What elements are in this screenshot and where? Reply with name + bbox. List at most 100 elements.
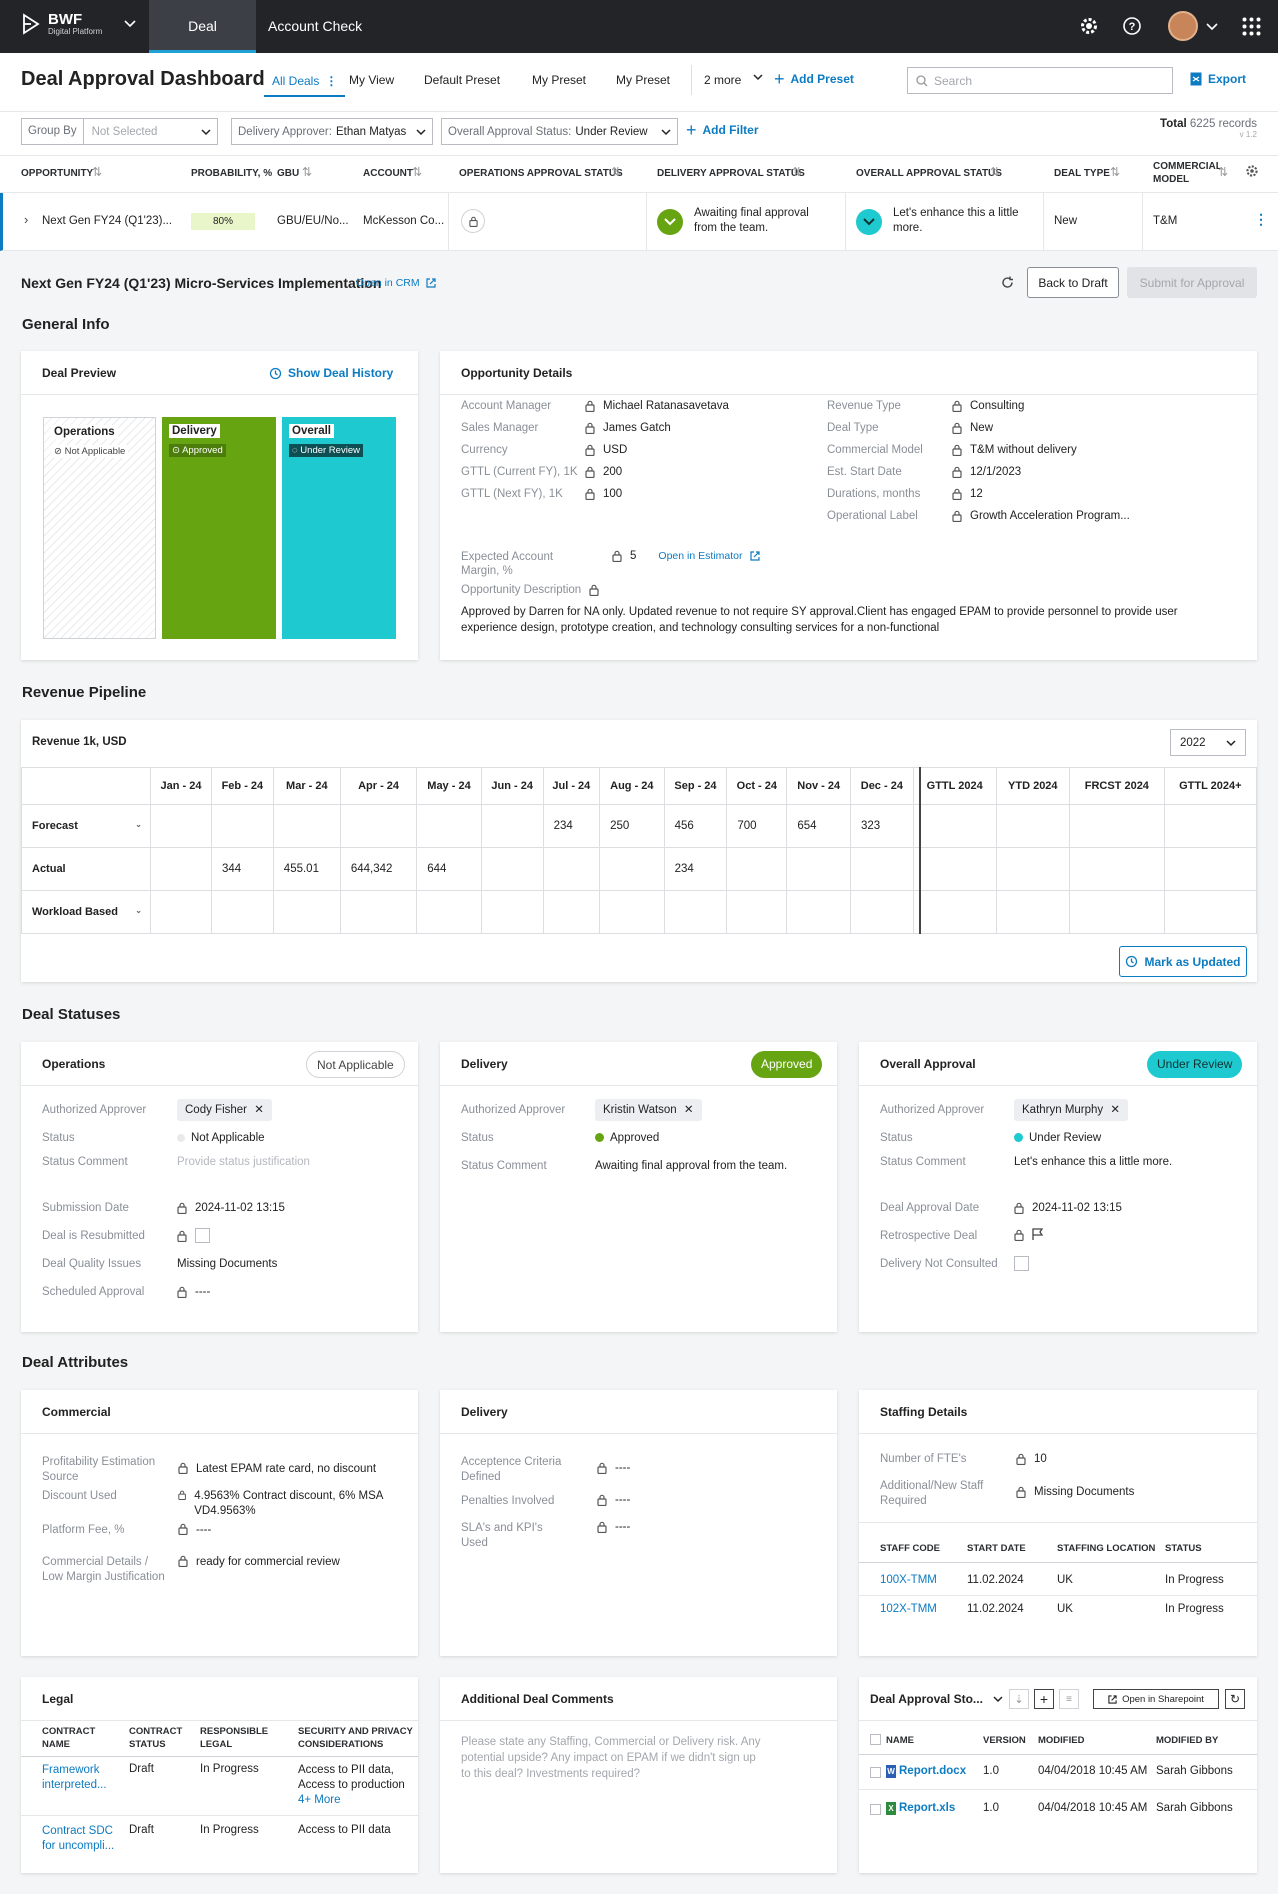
revenue-cell[interactable] [480, 890, 544, 934]
approver-chip[interactable]: Cody Fisher ✕ [177, 1099, 272, 1121]
revenue-cell[interactable] [912, 804, 997, 848]
file-name-link[interactable]: Report.docx [899, 1765, 967, 1777]
revenue-cell[interactable] [1068, 847, 1165, 891]
revenue-cell[interactable] [480, 804, 544, 848]
remove-x-icon[interactable]: ✕ [254, 1104, 264, 1116]
revenue-cell[interactable] [150, 847, 212, 891]
revenue-cell[interactable] [150, 804, 212, 848]
remove-x-icon[interactable]: ✕ [1110, 1104, 1121, 1116]
revenue-cell[interactable] [416, 804, 482, 848]
revenue-cell[interactable]: 250 [599, 804, 665, 848]
sort-icon[interactable]: ⇅ [412, 165, 423, 179]
chevron-down-icon[interactable]: ⌄ [135, 906, 142, 915]
approver-chip[interactable]: Kathryn Murphy ✕ [1014, 1099, 1129, 1121]
col-gbu[interactable]: GBU [277, 168, 300, 179]
revenue-cell[interactable] [786, 847, 851, 891]
delete-icon[interactable]: ≡ [1059, 1689, 1079, 1709]
row-opportunity[interactable]: Next Gen FY24 (Q1'23)... [42, 215, 173, 227]
avatar-chevron-down-icon[interactable] [1206, 23, 1218, 31]
show-deal-history-link[interactable]: Show Deal History [269, 366, 393, 380]
revenue-cell[interactable] [599, 847, 665, 891]
tab-default-preset[interactable]: Default Preset [424, 73, 501, 87]
revenue-cell[interactable] [726, 890, 788, 934]
col-operations-status[interactable]: OPERATIONS APPROVAL STATUS [459, 168, 623, 179]
tab-my-view[interactable]: My View [349, 73, 395, 87]
revenue-cell[interactable] [599, 890, 665, 934]
revenue-cell[interactable] [416, 890, 482, 934]
add-preset-button[interactable]: + Add Preset [774, 70, 854, 88]
storage-title[interactable]: Deal Approval Sto... [870, 1691, 983, 1706]
tab-all-deals[interactable]: All Deals ⋮ [264, 66, 346, 97]
user-avatar[interactable] [1168, 11, 1198, 41]
not-consulted-checkbox[interactable] [1014, 1256, 1029, 1271]
open-in-sharepoint-button[interactable]: Open in Sharepoint [1093, 1689, 1219, 1709]
revenue-cell[interactable]: 455.01 [272, 847, 341, 891]
chevron-down-icon[interactable] [993, 1695, 1003, 1703]
revenue-cell[interactable]: 456 [663, 804, 728, 848]
revenue-cell[interactable]: 234 [542, 804, 601, 848]
more-tabs-dropdown[interactable]: 2 more [704, 73, 763, 87]
revenue-cell[interactable] [995, 847, 1070, 891]
revenue-cell[interactable]: 654 [786, 804, 851, 848]
tab-deal-approval[interactable]: Deal Approval [149, 0, 256, 87]
revenue-cell[interactable]: 644 [416, 847, 482, 891]
status-comment[interactable]: Awaiting final approval from the team. [595, 1160, 788, 1172]
revenue-cell[interactable] [912, 890, 997, 934]
brand-logo[interactable]: BWF Digital Platform [22, 12, 136, 36]
revenue-cell[interactable]: 234 [663, 847, 728, 891]
delivery-approver-filter[interactable]: Delivery Approver: Ethan Matyas [231, 118, 433, 145]
col-probability[interactable]: PROBABILITY, % [191, 168, 273, 179]
overall-status-filter[interactable]: Overall Approval Status: Under Review [441, 118, 678, 145]
revenue-cell[interactable] [663, 890, 728, 934]
add-icon[interactable]: + [1034, 1689, 1054, 1709]
tab-account-check[interactable]: Account Check [268, 18, 363, 34]
expand-chevron-icon[interactable]: › [24, 212, 29, 227]
revenue-cell[interactable] [339, 804, 418, 848]
settings-gear-icon[interactable] [1077, 14, 1101, 38]
resubmitted-checkbox[interactable] [195, 1228, 210, 1243]
add-filter-button[interactable]: + Add Filter [686, 121, 759, 139]
col-commercial-model[interactable]: COMMERCIAL MODEL [1153, 161, 1222, 185]
revenue-cell[interactable]: 644,342 [339, 847, 418, 891]
refresh-icon[interactable]: ↻ [1225, 1689, 1245, 1709]
row-kebab-icon[interactable]: ⋮ [1254, 211, 1268, 227]
revenue-cell[interactable] [480, 847, 544, 891]
open-in-crm-link[interactable]: Open in CRM [356, 277, 436, 289]
revenue-cell[interactable] [912, 847, 997, 891]
revenue-cell[interactable] [339, 890, 418, 934]
app-grid-icon[interactable] [1242, 17, 1261, 36]
sort-icon[interactable]: ⇅ [990, 165, 1001, 179]
tab-my-preset-1[interactable]: My Preset [532, 73, 587, 87]
open-in-estimator-link[interactable]: Open in Estimator [658, 550, 743, 562]
help-icon[interactable]: ? [1120, 14, 1144, 38]
revenue-cell[interactable] [542, 847, 601, 891]
row-header[interactable]: Forecast ⌄ [21, 804, 151, 848]
sort-icon[interactable]: ⇅ [1110, 165, 1121, 179]
year-select[interactable]: 2022 [1170, 729, 1246, 756]
col-delivery-status[interactable]: DELIVERY APPROVAL STATUS [657, 168, 805, 179]
row-checkbox[interactable] [870, 1804, 881, 1815]
revenue-cell[interactable] [1163, 890, 1258, 934]
tab-my-preset-2[interactable]: My Preset [616, 73, 671, 87]
approver-chip[interactable]: Kristin Watson ✕ [595, 1099, 702, 1121]
status-comment-input[interactable]: Provide status justification [177, 1156, 310, 1168]
sort-icon[interactable]: ⇅ [792, 165, 803, 179]
revenue-cell[interactable]: 700 [726, 804, 788, 848]
revenue-cell[interactable] [849, 847, 914, 891]
revenue-cell[interactable] [210, 890, 274, 934]
staff-code-link[interactable]: 102X-TMM [880, 1603, 937, 1615]
revenue-cell[interactable]: 344 [210, 847, 274, 891]
download-icon[interactable]: ⇣ [1009, 1689, 1029, 1709]
chevron-down-icon[interactable]: ⌄ [135, 820, 142, 829]
col-overall-status[interactable]: OVERALL APPROVAL STATUS [856, 168, 1002, 179]
remove-x-icon[interactable]: ✕ [683, 1104, 694, 1116]
col-opportunity[interactable]: OPPORTUNITY [21, 168, 94, 179]
back-to-draft-button[interactable]: Back to Draft [1027, 267, 1119, 298]
contract-name-link[interactable]: Contract SDC for uncompli... [42, 1825, 115, 1852]
revenue-cell[interactable] [1068, 890, 1165, 934]
col-deal-type[interactable]: DEAL TYPE [1054, 168, 1110, 179]
revenue-cell[interactable] [995, 890, 1070, 934]
revenue-cell[interactable] [542, 890, 601, 934]
revenue-cell[interactable] [726, 847, 788, 891]
refresh-icon[interactable] [1001, 276, 1014, 289]
